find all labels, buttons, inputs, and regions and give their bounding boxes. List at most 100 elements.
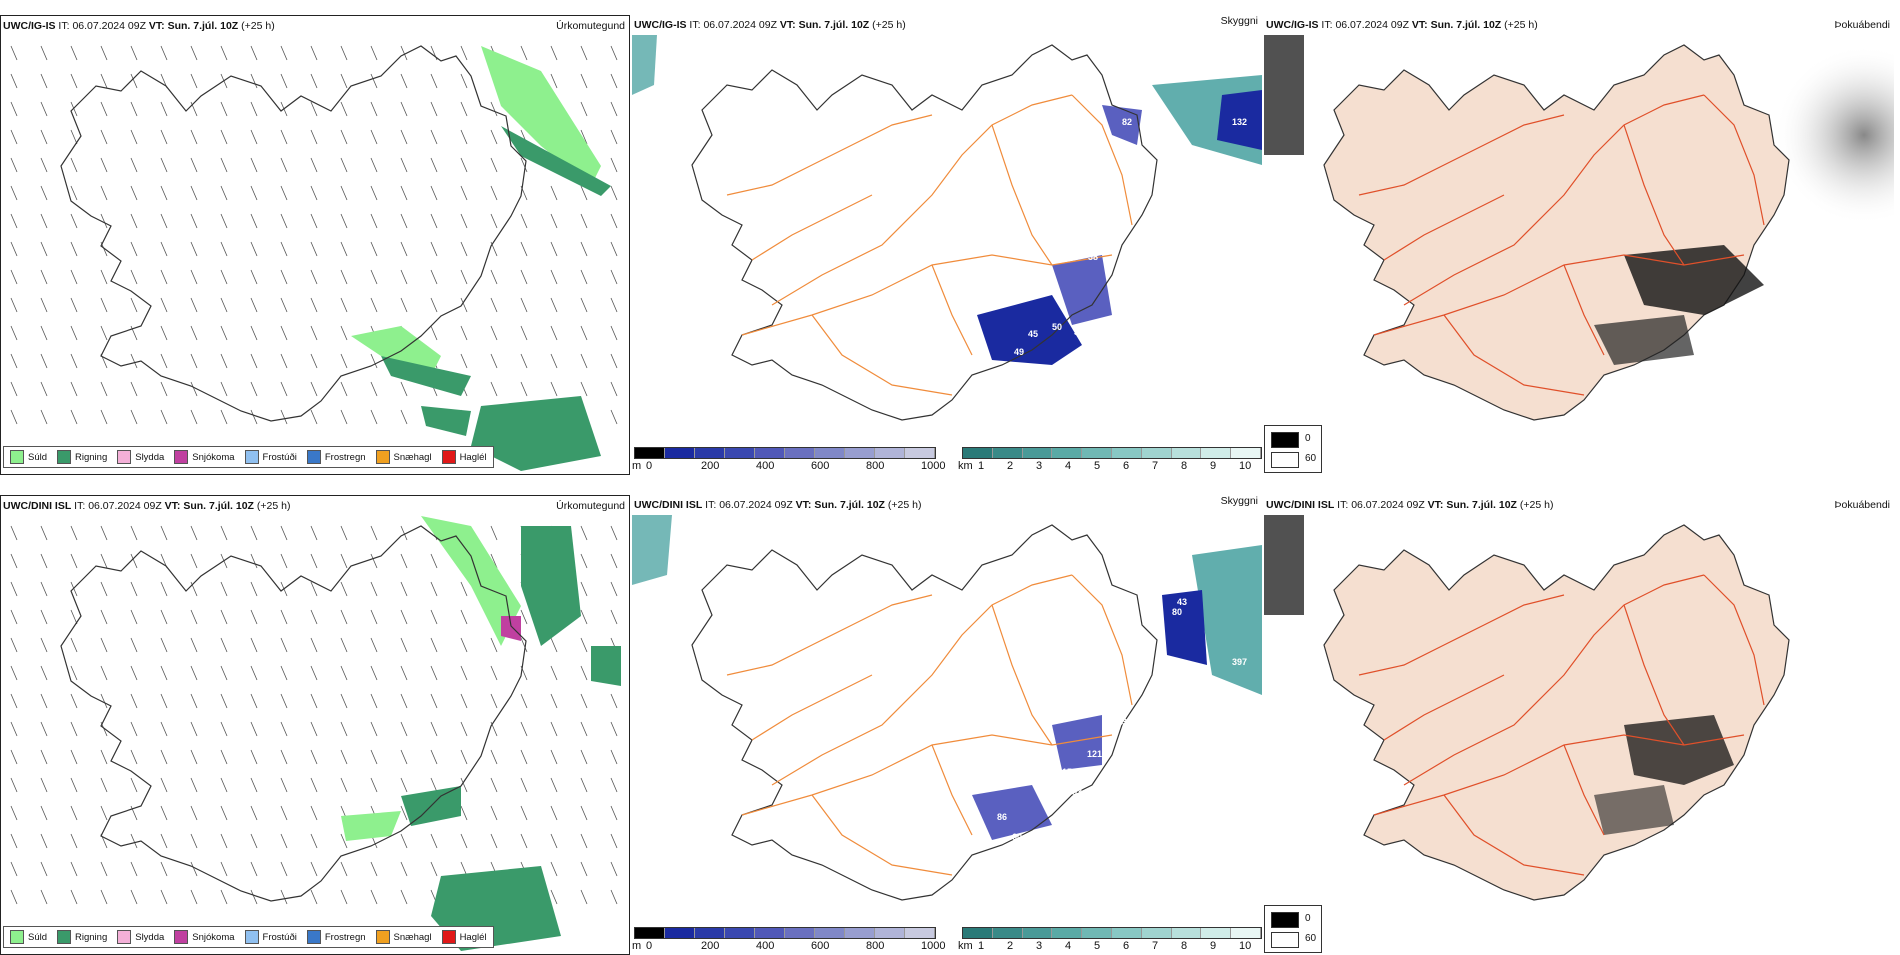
wind-barb: [580, 861, 588, 877]
wind-barb: [220, 381, 228, 397]
wind-barb: [430, 693, 438, 709]
wind-barb: [160, 297, 168, 313]
wind-barb: [190, 297, 198, 313]
wind-barb: [160, 101, 168, 117]
colorbar-step: [1141, 928, 1172, 938]
wind-barb: [400, 297, 408, 313]
wind-barb: [460, 353, 468, 369]
wind-barb: [10, 73, 18, 89]
wind-barb: [580, 833, 588, 849]
wind-barb: [70, 129, 78, 145]
wind-barb: [310, 749, 318, 765]
wind-barb: [10, 609, 18, 625]
wind-barb: [550, 777, 558, 793]
wind-barb: [160, 637, 168, 653]
wind-barb: [40, 637, 48, 653]
legend-label: Snæhagl: [393, 451, 432, 463]
wind-barb: [70, 833, 78, 849]
wind-barb: [160, 833, 168, 849]
colorbar: [962, 447, 1262, 459]
ceiling-tick: 400: [756, 940, 775, 952]
wind-barb: [160, 213, 168, 229]
wind-barb: [10, 45, 18, 61]
legend-swatch: [441, 930, 456, 944]
wind-barb: [250, 45, 258, 61]
wind-barb: [370, 693, 378, 709]
visibility-value-label: 213: [1112, 717, 1127, 727]
wind-barb: [370, 409, 378, 425]
panel-header: UWC/DINI ISL IT: 06.07.2024 09Z VT: Sun.…: [3, 500, 291, 512]
wind-barb: [250, 525, 258, 541]
wind-barb: [190, 553, 198, 569]
wind-barb: [610, 693, 618, 709]
wind-barb: [250, 353, 258, 369]
wind-barb: [370, 749, 378, 765]
road-line: [1703, 94, 1765, 226]
wind-barb: [400, 553, 408, 569]
wind-barb: [280, 833, 288, 849]
wind-barb: [130, 325, 138, 341]
wind-barb: [400, 101, 408, 117]
wind-barb: [340, 637, 348, 653]
wind-barb: [190, 73, 198, 89]
wind-barb: [190, 409, 198, 425]
wind-barb: [160, 693, 168, 709]
wind-barb: [550, 665, 558, 681]
wind-barb: [610, 833, 618, 849]
wind-barb: [100, 889, 108, 905]
wind-barb: [130, 185, 138, 201]
wind-barb: [490, 157, 498, 173]
wind-barb: [610, 101, 618, 117]
legend-swatch: [10, 930, 24, 944]
wind-barb: [220, 609, 228, 625]
wind-barb: [10, 353, 18, 369]
wind-barb: [130, 297, 138, 313]
vis-tick: 4: [1065, 460, 1072, 472]
wind-barb: [280, 241, 288, 257]
wind-barb: [70, 213, 78, 229]
wind-barb: [580, 269, 588, 285]
wind-barb: [340, 381, 348, 397]
wind-barb: [370, 581, 378, 597]
wind-barb: [460, 73, 468, 89]
legend-label: Snjókoma: [192, 931, 235, 943]
wind-barb: [160, 721, 168, 737]
wind-barb: [10, 805, 18, 821]
colorbar-step: [1052, 448, 1083, 458]
wind-barb: [40, 325, 48, 341]
wind-barb: [400, 129, 408, 145]
legend-item: Súld: [10, 930, 47, 944]
wind-barb: [280, 297, 288, 313]
rain-areas: [341, 516, 621, 951]
wind-barb: [70, 269, 78, 285]
wind-barb: [340, 213, 348, 229]
legend-swatch: [375, 930, 390, 944]
wind-barb: [250, 157, 258, 173]
wind-barb: [340, 45, 348, 61]
wind-barb: [610, 381, 618, 397]
colorbar-step: [755, 448, 785, 458]
wind-barb: [460, 185, 468, 201]
wind-barb: [70, 297, 78, 313]
colorbars: m 0 200 400 600 800 1000 km 1 2 3 4 5 6 7 8 9 10: [632, 447, 1262, 472]
wind-barb: [580, 129, 588, 145]
wind-barb: [400, 693, 408, 709]
colorbar-step: [1141, 448, 1172, 458]
visibility-value-label: 49: [1014, 347, 1024, 357]
colorbar-step: [1082, 448, 1112, 458]
wind-barb: [190, 525, 198, 541]
fog-high-label: 60: [1305, 453, 1317, 464]
wind-barb: [580, 101, 588, 117]
road-line: [751, 194, 873, 261]
wind-barb: [100, 553, 108, 569]
wind-barb: [130, 269, 138, 285]
wind-barb: [340, 665, 348, 681]
panel-header: UWC/IG-IS IT: 06.07.2024 09Z VT: Sun. 7.…: [3, 20, 275, 32]
wind-barb: [220, 749, 228, 765]
wind-barb: [190, 581, 198, 597]
precip-legend: Súld Rigning Slydda Snjókoma Frostúði Frostre…: [3, 446, 494, 468]
visibility-value-label: 45: [1028, 329, 1038, 339]
wind-barb: [220, 297, 228, 313]
wind-barb: [100, 749, 108, 765]
legend-label: Rigning: [75, 451, 108, 463]
